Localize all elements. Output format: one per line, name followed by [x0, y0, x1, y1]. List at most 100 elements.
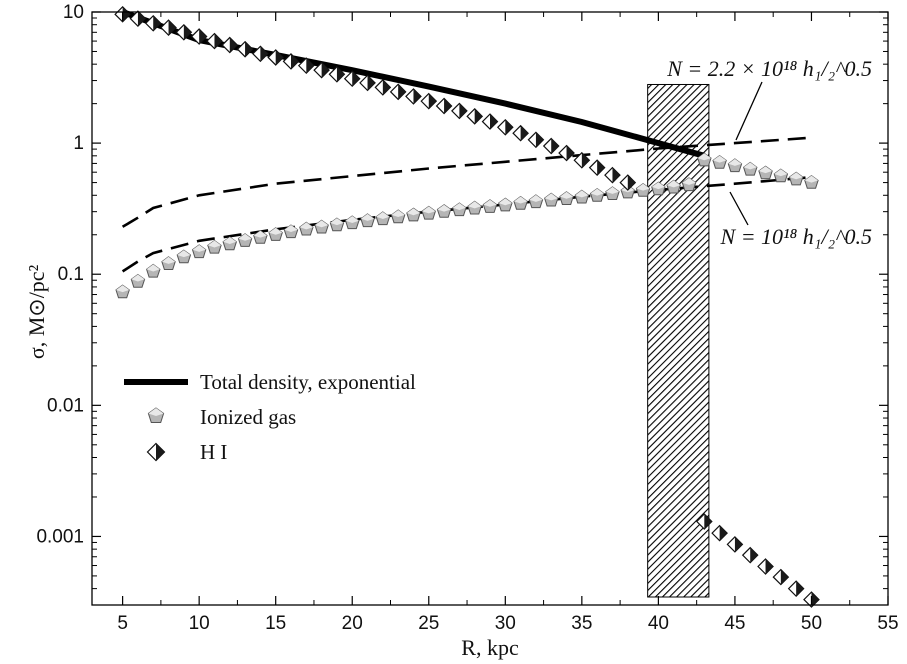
diamond-marker-dark-half	[336, 66, 345, 82]
hi-point	[144, 14, 162, 32]
pentagon-marker-highlight	[682, 177, 696, 185]
ionized-gas-point	[788, 171, 804, 186]
x-tick-label: 35	[571, 613, 592, 634]
pentagon-marker-highlight	[131, 274, 145, 282]
ionized-gas-point	[605, 186, 620, 200]
hi-point	[558, 144, 575, 162]
x-tick-label: 55	[877, 613, 898, 634]
x-tick-label: 45	[724, 613, 745, 634]
hi-point	[282, 53, 300, 70]
diamond-marker-dark-half	[551, 138, 559, 154]
hi-point	[512, 124, 529, 142]
diamond-marker-dark-half	[168, 20, 177, 36]
diamond-marker-dark-half	[734, 536, 743, 552]
ionized-gas-point	[635, 182, 651, 197]
ionized-gas-point	[743, 161, 758, 176]
ionized-gas-point	[482, 199, 498, 213]
y-tick-label: 0.1	[58, 264, 84, 285]
pentagon-marker-highlight	[177, 250, 191, 258]
hi-point	[359, 74, 376, 92]
diamond-marker-dark-half	[306, 58, 314, 74]
pentagon-marker-highlight	[148, 408, 164, 416]
hi-point	[236, 40, 254, 58]
pentagon-marker-highlight	[559, 191, 574, 199]
diamond-marker-dark-half	[490, 114, 498, 130]
ionized-gas-point	[176, 249, 192, 264]
diamond-marker-dark-half	[137, 11, 146, 27]
pentagon-marker-highlight	[253, 230, 267, 238]
pentagon-marker-highlight	[636, 183, 650, 191]
ionized-gas-point	[161, 256, 176, 270]
ionized-gas-point	[329, 217, 345, 232]
hi-point	[190, 28, 208, 45]
hatched-band-layer	[647, 83, 710, 598]
x-tick-label: 10	[189, 613, 210, 634]
ionized-gas-point	[360, 213, 375, 228]
x-tick-label: 5	[117, 613, 128, 634]
pentagon-marker-highlight	[437, 204, 451, 212]
diamond-marker-dark-half	[459, 103, 467, 119]
x-tick-label: 25	[418, 613, 439, 634]
y-tick-label: 10	[63, 2, 84, 23]
pentagon-marker-highlight	[269, 227, 283, 235]
pentagon-marker-highlight	[391, 210, 405, 218]
pentagon-marker-highlight	[315, 220, 329, 228]
diamond-marker-dark-half	[765, 558, 774, 574]
diamond-marker-dark-half	[382, 79, 391, 95]
diamond-marker-dark-half	[275, 49, 284, 65]
annotation-lower-leader	[729, 191, 749, 226]
ionized-gas-point	[237, 233, 253, 247]
diamond-marker-dark-half	[428, 93, 437, 109]
diamond-marker-dark-half	[291, 53, 299, 69]
ionized-gas-point	[804, 174, 819, 189]
pentagon-marker-highlight	[544, 193, 558, 201]
hi-point	[297, 57, 315, 74]
pentagon-marker-highlight	[743, 162, 757, 170]
ionized-gas-point	[222, 236, 237, 251]
diamond-marker-dark-half	[156, 443, 165, 461]
diamond-marker-dark-half	[780, 569, 789, 585]
ionized-gas-point	[452, 202, 467, 217]
hi-point	[496, 118, 514, 136]
hi-point	[695, 513, 713, 530]
hi-point	[741, 546, 759, 564]
x-tick-label: 50	[801, 613, 822, 634]
ionized-gas-point	[498, 197, 513, 212]
diamond-marker-dark-half	[352, 71, 360, 87]
pentagon-marker-highlight	[468, 201, 482, 209]
hi-point	[588, 159, 606, 176]
diamond-marker-dark-half	[214, 33, 222, 49]
diamond-marker-dark-half	[122, 6, 131, 22]
pentagon-marker-highlight	[452, 203, 466, 210]
hi-point	[343, 70, 361, 88]
ionized-gas-point	[421, 205, 436, 220]
pentagon-marker-highlight	[376, 211, 390, 219]
ionized-gas-point	[681, 177, 697, 192]
hi-point	[405, 88, 422, 105]
x-tick-label: 30	[495, 613, 516, 634]
hi-point	[160, 19, 177, 36]
legend: Total density, exponential Ionized gas H…	[124, 370, 416, 464]
ionized-gas-point	[207, 239, 222, 254]
hi-point	[466, 108, 484, 125]
legend-label-total-density: Total density, exponential	[200, 370, 416, 394]
diamond-marker-dark-half	[444, 98, 452, 114]
legend-label-hi: H I	[200, 440, 227, 464]
ionized-gas-point	[467, 200, 482, 215]
ionized-gas-point	[574, 189, 590, 204]
pentagon-marker-highlight	[605, 186, 620, 194]
pentagon-marker-highlight	[483, 199, 497, 207]
diamond-marker-dark-half	[566, 145, 575, 161]
series-dashed-line-3	[121, 136, 812, 228]
pentagon-marker-highlight	[345, 216, 359, 223]
pentagon-marker-highlight	[774, 169, 788, 177]
hi-point	[374, 79, 392, 96]
ionized-gas-point	[651, 181, 666, 196]
hi-point	[129, 10, 147, 27]
diamond-marker-dark-half	[796, 581, 804, 597]
legend-swatch-hi	[146, 442, 166, 462]
hi-point	[711, 524, 728, 542]
hi-point	[420, 92, 438, 110]
pentagon-marker-highlight	[406, 208, 421, 216]
x-axis-title: R, kpc	[461, 635, 519, 660]
